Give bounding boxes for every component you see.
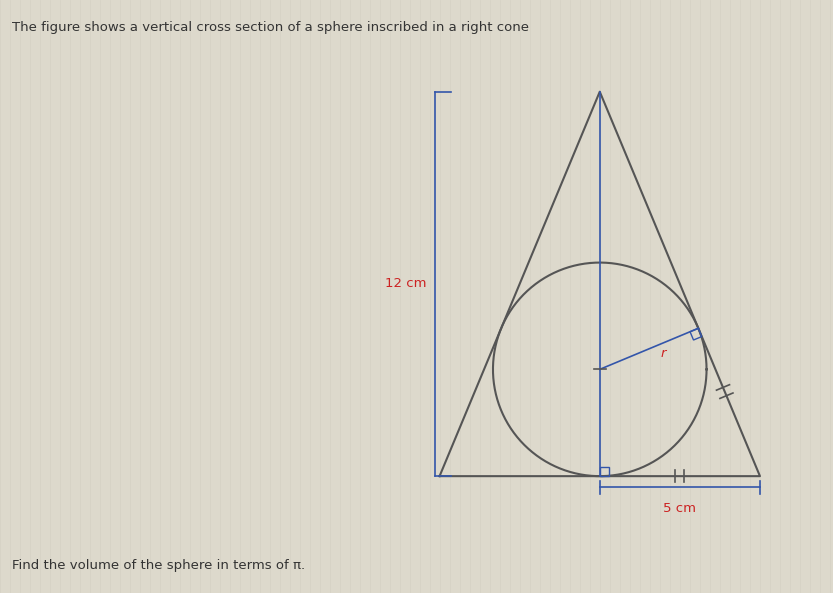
Text: 5 cm: 5 cm [663, 502, 696, 515]
Text: The figure shows a vertical cross section of a sphere inscribed in a right cone: The figure shows a vertical cross sectio… [12, 21, 530, 34]
Text: 12 cm: 12 cm [385, 278, 426, 291]
Text: r: r [661, 347, 666, 360]
Text: Find the volume of the sphere in terms of π.: Find the volume of the sphere in terms o… [12, 559, 306, 572]
